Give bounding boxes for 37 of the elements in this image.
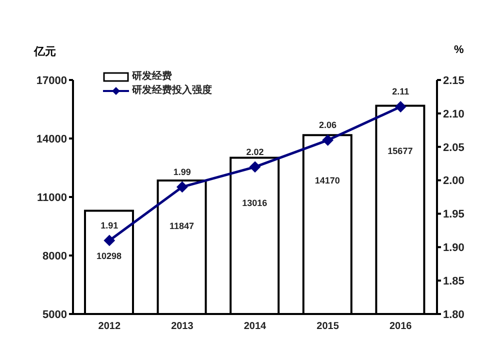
y2-tick-label: 2.05 <box>443 142 464 154</box>
data-label: 1.99 <box>173 166 191 177</box>
point <box>104 234 115 246</box>
x-tick-label: 2015 <box>316 321 340 332</box>
y-tick-label: 11000 <box>37 192 67 204</box>
y-tick-label: 8000 <box>42 250 67 262</box>
y-tick-label: 17000 <box>36 74 67 87</box>
data-label: 2.06 <box>319 120 337 130</box>
x-tick-label: 2014 <box>244 321 267 332</box>
y-axis-title: 亿元 <box>34 45 56 59</box>
data-label: 13016 <box>242 198 268 208</box>
data-label: 14170 <box>314 176 340 186</box>
data-label: 2.11 <box>392 86 410 97</box>
data-label: 10298 <box>96 251 122 262</box>
point <box>250 161 260 172</box>
y2-tick-label: 1.85 <box>443 275 464 288</box>
point <box>176 181 188 192</box>
y2-tick-label: 1.95 <box>443 208 464 221</box>
legend-label: 研发经费 <box>132 70 172 84</box>
y-tick-label: 14000 <box>36 133 67 146</box>
y2-tick-label: 2.10 <box>443 108 464 120</box>
y2-tick-label: 1.90 <box>443 242 464 254</box>
data-label: 1.91 <box>100 220 118 230</box>
data-label: 2.02 <box>246 146 264 157</box>
y-tick-label: 5000 <box>42 308 67 321</box>
data-label: 15677 <box>388 146 413 156</box>
point <box>322 134 334 146</box>
x-tick-label: 2013 <box>171 321 194 332</box>
point <box>395 101 406 112</box>
x-tick-label: 2012 <box>98 321 121 332</box>
y2-tick-label: 2.15 <box>443 74 464 87</box>
data-label: 11847 <box>170 220 194 231</box>
y2-axis-title: % <box>454 44 464 56</box>
y2-tick-label: 1.80 <box>443 308 464 321</box>
y2-tick-label: 2.00 <box>443 175 464 188</box>
legend-label: 研发经费投入强度 <box>132 84 212 98</box>
x-tick-label: 2016 <box>389 321 412 332</box>
